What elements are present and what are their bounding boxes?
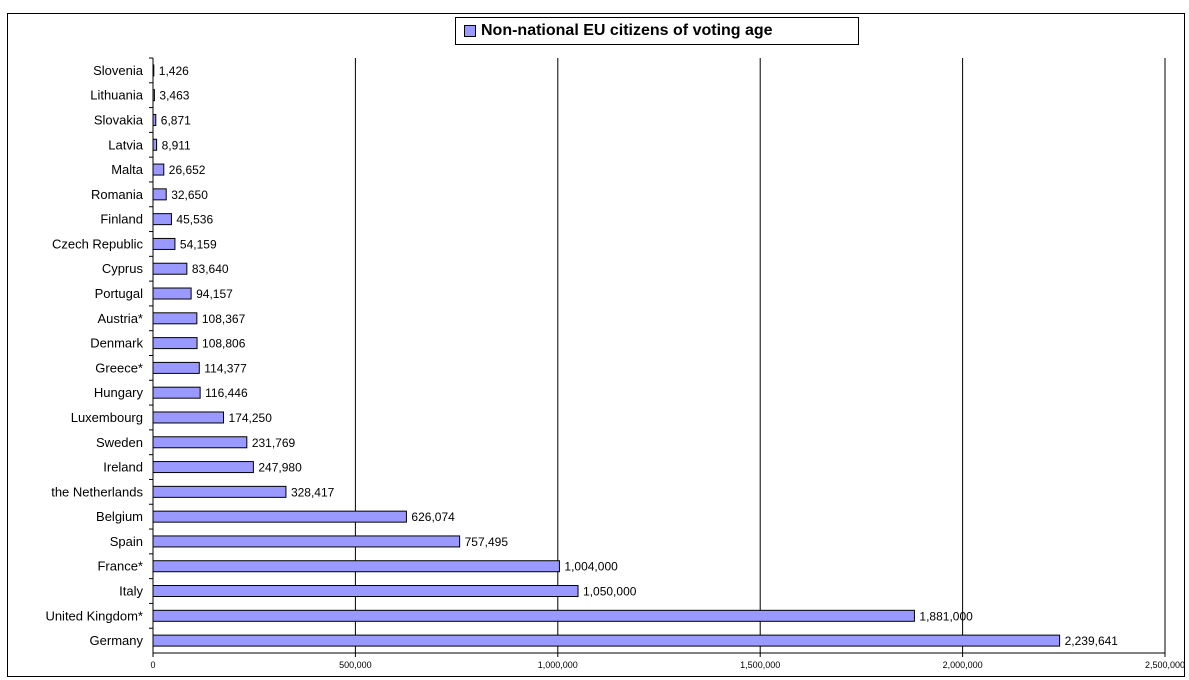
category-label: the Netherlands [51,484,143,499]
value-label: 116,446 [205,386,248,400]
bar [152,535,461,548]
category-label: Lithuania [90,88,144,103]
value-label: 54,159 [180,237,217,251]
category-label: Belgium [96,509,143,524]
bar [152,560,560,573]
category-label: Slovenia [93,63,144,78]
category-label: Ireland [103,460,143,475]
x-tick-label: 500,000 [339,660,372,670]
value-label: 32,650 [171,188,208,202]
value-label: 3,463 [159,89,189,103]
category-label: Austria* [97,311,143,326]
category-label: Sweden [96,435,143,450]
value-label: 6,871 [161,113,191,127]
bar [152,485,287,498]
bar [152,436,248,449]
category-label: Cyprus [102,261,144,276]
value-label: 8,911 [162,138,191,152]
bar [152,89,155,102]
bar [152,237,176,250]
value-label: 1,881,000 [919,609,973,623]
value-label: 94,157 [196,287,233,301]
bar [152,287,192,300]
category-label: Spain [110,534,143,549]
value-label: 1,050,000 [583,585,637,599]
value-label: 114,377 [204,361,247,375]
x-tick-label: 2,000,000 [943,660,983,670]
bar [152,163,165,176]
legend-label: Non-national EU citizens of voting age [481,22,773,39]
value-label: 2,239,641 [1065,634,1119,648]
x-tick-label: 0 [150,660,155,670]
bar [152,386,201,399]
value-label: 247,980 [258,461,302,475]
bar [152,609,915,622]
value-label: 231,769 [252,436,296,450]
value-label: 83,640 [192,262,229,276]
bar [152,634,1061,647]
x-tick-label: 1,500,000 [740,660,780,670]
category-label: Hungary [94,385,144,400]
category-label: Denmark [90,336,143,351]
category-label: Finland [100,212,143,227]
category-label: France* [97,559,143,574]
category-label: Luxembourg [71,410,143,425]
bar [152,361,200,374]
bar [152,411,225,424]
category-label: Romania [91,187,144,202]
category-label: Germany [90,633,144,648]
value-label: 26,652 [169,163,206,177]
category-label: Greece* [95,360,143,375]
value-label: 328,417 [291,485,335,499]
value-label: 1,426 [159,64,189,78]
legend-swatch [464,25,476,37]
value-label: 108,806 [202,337,246,351]
category-label: Latvia [108,137,143,152]
bar [152,213,172,226]
value-label: 45,536 [176,213,213,227]
bar [152,64,155,77]
category-label: United Kingdom* [45,608,143,623]
category-label: Czech Republic [52,236,144,251]
legend: Non-national EU citizens of voting age [455,17,859,45]
bar [152,461,254,474]
bar [152,510,407,523]
bar [152,337,198,350]
x-tick-label: 1,000,000 [538,660,578,670]
value-label: 108,367 [202,312,246,326]
category-label: Portugal [95,286,144,301]
value-label: 757,495 [465,535,509,549]
value-label: 174,250 [229,411,273,425]
bar [152,585,579,598]
plot-area [153,58,1165,653]
bar [152,312,198,325]
category-label: Italy [119,584,143,599]
bar [152,138,158,151]
value-label: 626,074 [411,510,455,524]
bar [152,113,157,126]
category-label: Malta [111,162,144,177]
bar [152,188,167,201]
category-label: Slovakia [94,112,144,127]
value-label: 1,004,000 [564,560,618,574]
x-tick-label: 2,500,000 [1145,660,1185,670]
bar [152,262,188,275]
